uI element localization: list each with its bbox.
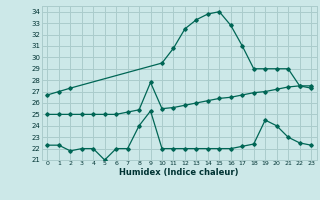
X-axis label: Humidex (Indice chaleur): Humidex (Indice chaleur): [119, 168, 239, 177]
